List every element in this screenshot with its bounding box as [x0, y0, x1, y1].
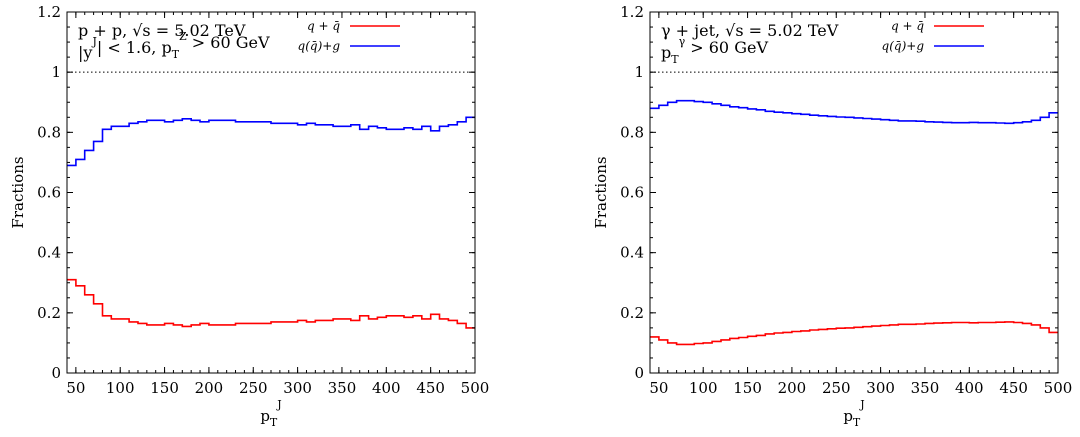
legend-label: q(q̄)+g: [882, 39, 925, 53]
y-tick-label: 0: [634, 364, 644, 382]
series-line-quark: [67, 278, 475, 329]
y-tick-label: 1: [51, 63, 61, 81]
y-tick-label: 1.2: [37, 3, 61, 21]
annotation-line-1: γ + jet, √s = 5.02 TeV: [661, 21, 839, 40]
legend-label: q + q̄: [891, 19, 924, 33]
y-tick-label: 0.2: [37, 304, 61, 322]
legend-label: q(q̄)+g: [298, 39, 341, 53]
x-tick-label: 100: [689, 379, 718, 397]
annotation-line-2: |yJ| < 1.6, pTZ > 60 GeV: [78, 30, 270, 62]
x-tick-label: 250: [822, 379, 851, 397]
x-tick-label: 150: [733, 379, 762, 397]
x-tick-label: 500: [1044, 379, 1073, 397]
annotation-line-1: p + p, √s = 5.02 TeV: [78, 21, 246, 40]
y-tick-label: 0.4: [37, 244, 61, 262]
x-tick-label: 350: [911, 379, 940, 397]
annotation-line-2: pTγ > 60 GeV: [661, 35, 768, 66]
x-tick-label: 500: [461, 379, 490, 397]
x-tick-label: 200: [195, 379, 224, 397]
y-tick-label: 0.2: [620, 304, 644, 322]
y-tick-label: 1: [634, 63, 644, 81]
x-tick-label: 450: [416, 379, 445, 397]
series-line-quark: [650, 321, 1058, 346]
x-tick-label: 400: [372, 379, 401, 397]
chart-panel-2: 0 0.2 0.4 0.6 0.8 1 1.2 50 100 150 200 250 300 350 400…: [592, 3, 1072, 429]
y-tick-label: 0.6: [37, 184, 61, 202]
x-tick-label: 450: [999, 379, 1028, 397]
chart-panel-1: 0 0.2 0.4 0.6 0.8 1 1.2 50 100 150 200 250 300 350 400…: [9, 3, 489, 429]
y-tick-label: 0.6: [620, 184, 644, 202]
x-axis-label: pTJ: [260, 398, 281, 429]
y-tick-label: 0.4: [620, 244, 644, 262]
y-tick-label: 0.8: [620, 123, 644, 141]
x-tick-label: 100: [106, 379, 135, 397]
y-axis-label: Fractions: [9, 156, 27, 228]
x-tick-label: 50: [649, 379, 668, 397]
series-line-gluon: [67, 116, 475, 167]
plot-frame: [649, 11, 1059, 374]
y-tick-label: 0: [51, 364, 61, 382]
series-line-gluon: [650, 99, 1058, 125]
x-tick-label: 300: [283, 379, 312, 397]
x-axis-label: pTJ: [843, 398, 864, 429]
y-tick-label: 1.2: [620, 3, 644, 21]
y-axis-label: Fractions: [592, 156, 610, 228]
y-tick-label: 0.8: [37, 123, 61, 141]
x-tick-label: 250: [239, 379, 268, 397]
x-tick-label: 150: [150, 379, 179, 397]
x-tick-label: 400: [955, 379, 984, 397]
x-tick-label: 300: [866, 379, 895, 397]
x-tick-label: 350: [328, 379, 357, 397]
x-tick-label: 50: [66, 379, 85, 397]
legend-label: q + q̄: [307, 19, 340, 33]
x-tick-label: 200: [778, 379, 807, 397]
